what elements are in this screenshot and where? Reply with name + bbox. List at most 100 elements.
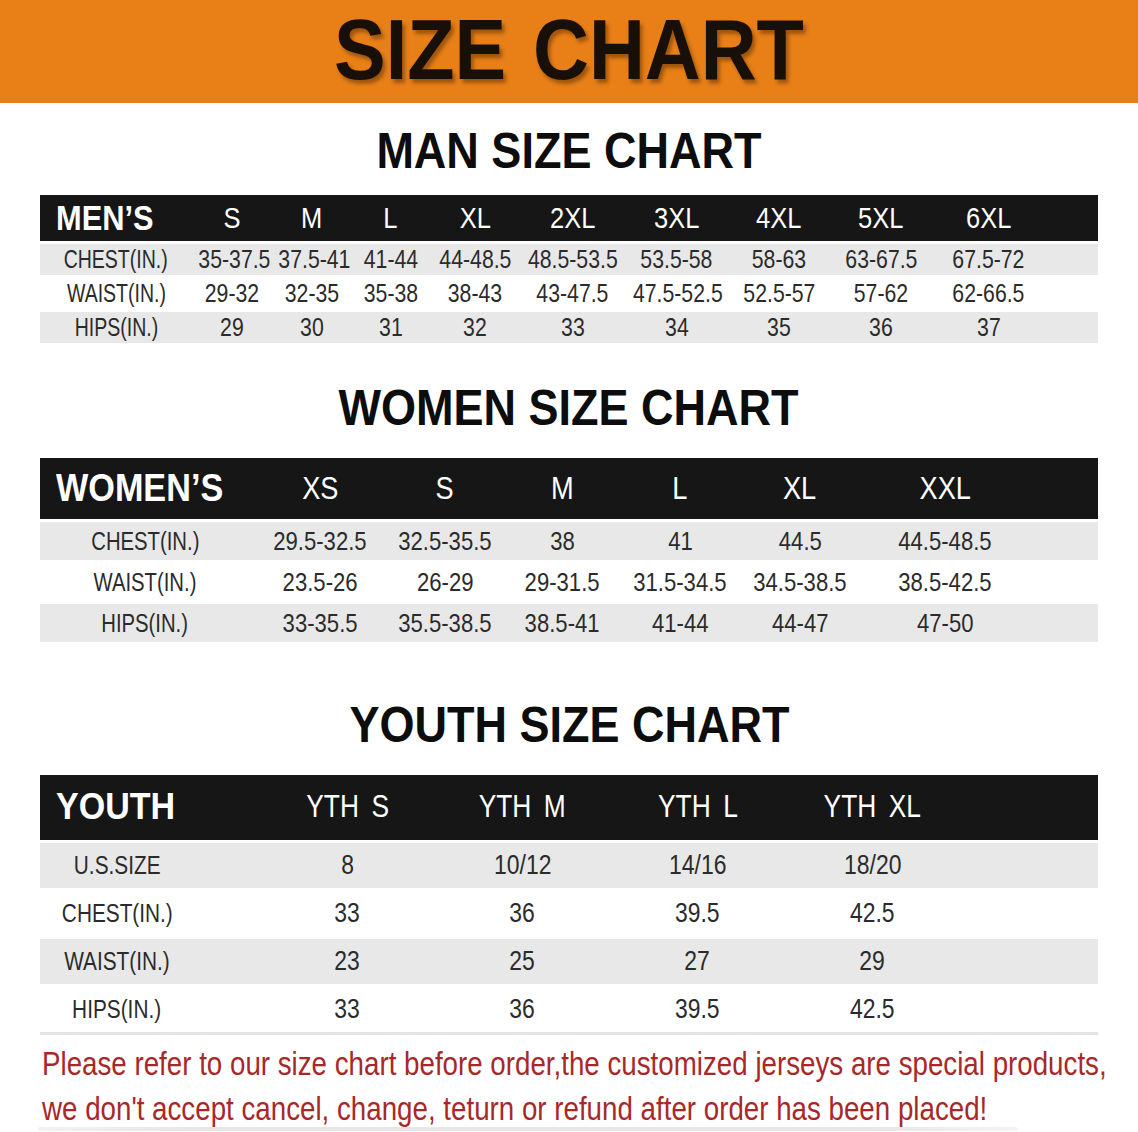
women-value-cell: 26-29	[390, 562, 500, 603]
men-row-filler	[1045, 276, 1098, 310]
women-value: 29-31.5	[525, 567, 600, 598]
youth-value: 25	[510, 946, 536, 977]
women-row-label: CHEST(IN.)	[91, 526, 199, 557]
youth-row-label-cell: U.S.SIZE	[40, 841, 260, 889]
men-header-row: MEN’SSMLXL2XL3XL4XL5XL6XL	[40, 195, 1098, 242]
men-value-cell: 32-35	[272, 276, 351, 310]
women-value: 38.5-41	[525, 608, 600, 639]
youth-value: 36	[510, 898, 536, 929]
women-size-header-m: M	[500, 458, 625, 521]
youth-row-waist-in.-: WAIST(IN.) 23 25 2729	[40, 937, 1098, 985]
youth-header-row: YOUTHYTH SYTH MYTH LYTH XL	[40, 775, 1098, 841]
women-value: 38	[550, 526, 575, 557]
youth-value: 23	[335, 946, 361, 977]
men-value: 33	[561, 313, 585, 342]
youth-row-chest-in.-: CHEST(IN.)333639.542.5	[40, 889, 1098, 937]
men-size-table: MEN’SSMLXL2XL3XL4XL5XL6XLCHEST(IN.)35-37…	[40, 195, 1098, 346]
men-size-header-text: 4XL	[756, 201, 801, 235]
men-size-header-text: 6XL	[966, 201, 1011, 235]
men-size-header-text: 3XL	[654, 201, 699, 235]
youth-size-header-yth-m: YTH M	[435, 775, 610, 841]
men-value-cell: 29	[192, 310, 272, 344]
men-row-label: WAIST(IN.)	[67, 279, 166, 308]
youth-size-table: YOUTHYTH SYTH MYTH LYTH XLU.S.SIZE810/12…	[40, 775, 1098, 1035]
women-size-header-text: XXL	[919, 470, 970, 507]
men-row-filler	[1045, 310, 1098, 344]
women-value-cell: 35.5-38.5	[390, 603, 500, 644]
youth-size-header-yth-s: YTH S	[260, 775, 435, 841]
women-value-cell: 29-31.5	[500, 562, 625, 603]
youth-row-label-cell: HIPS(IN.)	[40, 985, 260, 1033]
women-value-cell: 38.5-41	[500, 603, 625, 644]
youth-value-cell: 18/20	[785, 841, 960, 889]
women-size-table: WOMEN’SXSSMLXLXXLCHEST(IN.)29.5-32.532.5…	[40, 458, 1098, 646]
women-value-cell: 33-35.5	[250, 603, 390, 644]
men-value: 31	[379, 313, 403, 342]
men-value: 32-35	[284, 279, 338, 308]
men-value-cell: 35-38	[351, 276, 430, 310]
women-size-header-text: L	[672, 470, 687, 507]
women-value: 44.5-48.5	[898, 526, 991, 557]
men-size-header-text: XL	[459, 201, 490, 235]
youth-value-cell: 10/12	[435, 841, 610, 889]
youth-row-filler	[960, 889, 1098, 937]
men-section-heading-text: MAN SIZE CHART	[376, 127, 761, 175]
men-value: 63-67.5	[845, 245, 917, 274]
men-value: 37	[977, 313, 1001, 342]
women-table-title: WOMEN’S	[56, 467, 223, 510]
women-row-filler	[1025, 562, 1098, 603]
banner: SIZE CHART	[0, 0, 1138, 103]
youth-value-cell: 27	[610, 937, 785, 985]
youth-value-cell: 8	[260, 841, 435, 889]
men-value-cell: 32	[430, 310, 520, 344]
women-value: 31.5-34.5	[633, 567, 726, 598]
men-value: 53.5-58	[640, 245, 712, 274]
women-size-header-s: S	[390, 458, 500, 521]
women-header-row: WOMEN’SXSSMLXLXXL	[40, 458, 1098, 521]
men-value: 47.5-52.5	[633, 279, 723, 308]
youth-row-label-cell: WAIST(IN.)	[40, 937, 260, 985]
men-row-label-cell: HIPS(IN.)	[40, 310, 192, 344]
youth-value-cell: 39.5	[610, 889, 785, 937]
men-value-cell: 43-47.5	[520, 276, 625, 310]
men-value: 29	[220, 313, 244, 342]
women-value: 44.5	[778, 526, 821, 557]
youth-value: 33	[335, 994, 361, 1025]
men-value: 35-37.5	[198, 245, 270, 274]
youth-row-filler	[960, 937, 1098, 985]
men-value: 38-43	[448, 279, 502, 308]
footer-notice: Please refer to our size chart before or…	[0, 1041, 1138, 1131]
youth-value-cell: 29	[785, 937, 960, 985]
youth-value-cell: 42.5	[785, 889, 960, 937]
women-section-heading-text: WOMEN SIZE CHART	[339, 384, 799, 432]
women-value-cell: 44.5	[735, 521, 865, 562]
women-size-header-xl: XL	[735, 458, 865, 521]
men-value-cell: 47.5-52.5	[625, 276, 728, 310]
men-value-cell: 36	[830, 310, 932, 344]
men-value-cell: 62-66.5	[932, 276, 1045, 310]
youth-table-title-cell: YOUTH	[40, 775, 260, 841]
youth-row-hips-in.-: HIPS(IN.)333639.542.5	[40, 985, 1098, 1033]
men-size-header-text: 5XL	[858, 201, 903, 235]
youth-value: 14/16	[669, 850, 726, 881]
youth-size-header-text: YTH S	[306, 789, 389, 825]
men-size-header-text: L	[383, 201, 397, 235]
men-size-header-m: M	[272, 195, 351, 242]
men-section-heading: MAN SIZE CHART	[0, 127, 1138, 175]
men-value: 36	[869, 313, 893, 342]
women-value-cell: 29.5-32.5	[250, 521, 390, 562]
men-size-header-l: L	[351, 195, 430, 242]
men-value-cell: 30	[272, 310, 351, 344]
women-value: 32.5-35.5	[398, 526, 491, 557]
women-row-waist-in.-: WAIST(IN.)23.5-2626-2929-31.531.5-34.534…	[40, 562, 1098, 603]
women-row-label-cell: HIPS(IN.)	[40, 603, 250, 644]
men-header-filler	[1045, 195, 1098, 242]
women-value: 41-44	[652, 608, 709, 639]
youth-value: 18/20	[844, 850, 901, 881]
women-value: 47-50	[917, 608, 974, 639]
men-size-header-5xl: 5XL	[830, 195, 932, 242]
youth-value-cell: 36	[435, 985, 610, 1033]
women-value: 29.5-32.5	[273, 526, 366, 557]
men-value-cell: 38-43	[430, 276, 520, 310]
women-value-cell: 32.5-35.5	[390, 521, 500, 562]
